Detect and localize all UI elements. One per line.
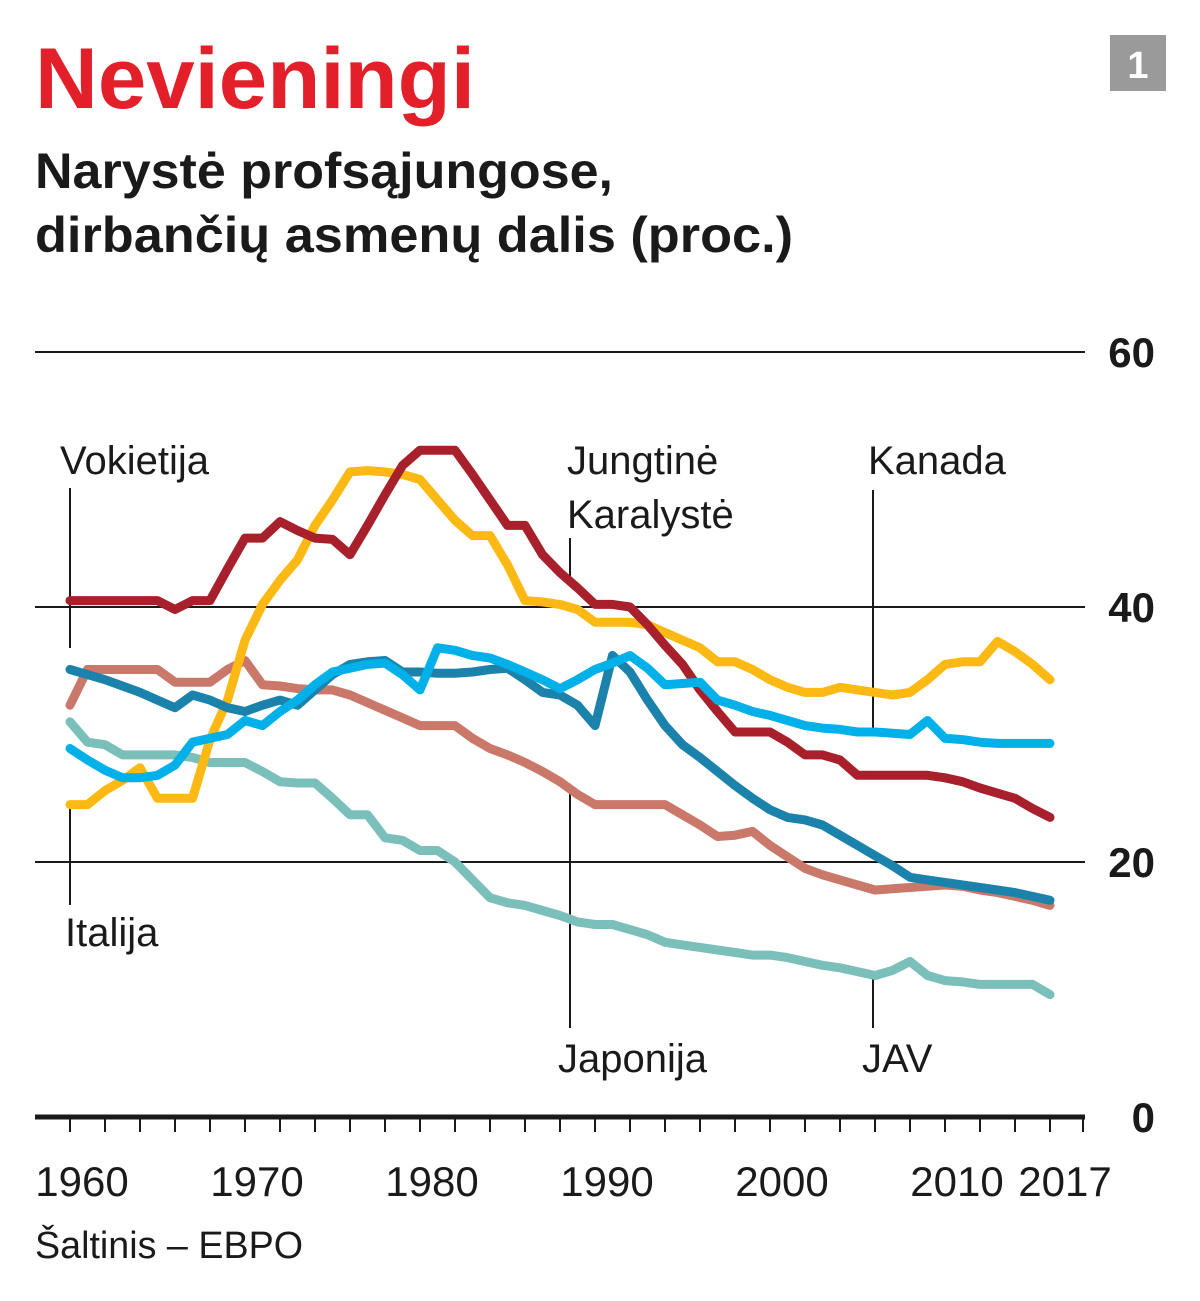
series-line-jav	[65, 717, 1055, 1000]
grid: 60 40 20 0	[35, 329, 1155, 1141]
chart-number-badge	[1110, 35, 1166, 91]
x-tick-label-2000: 2000	[735, 1158, 828, 1205]
series-line-italija	[65, 466, 1055, 810]
series-label-italija: Italija	[65, 911, 159, 955]
series-line-jungtinė-karalystė	[65, 445, 1055, 822]
series-lines	[65, 445, 1055, 1000]
chart-subtitle-line1: Narystė profsąjungose,	[35, 143, 613, 199]
y-tick-label-40: 40	[1108, 584, 1155, 631]
x-tick-label-1990: 1990	[560, 1158, 653, 1205]
x-axis: 1960 1970 1980 1990 2000 2010 2017	[35, 1114, 1112, 1205]
chart-title: Nevieningi	[35, 31, 475, 127]
x-tick-label-1960: 1960	[35, 1158, 128, 1205]
x-tick-label-2010: 2010	[910, 1158, 1003, 1205]
x-tick-label-1970: 1970	[210, 1158, 303, 1205]
chart-subtitle-line2: dirbančių asmenų dalis (proc.)	[35, 207, 793, 263]
series-labels: Vokietija Italija Jungtinė Karalystė Kanada J…	[60, 439, 1007, 1081]
series-label-jungtinė-karalystė: Karalystė	[567, 493, 734, 537]
series-label-japonija: Japonija	[558, 1037, 708, 1081]
y-tick-label-60: 60	[1108, 329, 1155, 376]
series-label-kanada: Kanada	[868, 439, 1007, 483]
series-label-vokietija: Vokietija	[60, 439, 210, 483]
series-label-jungtinė-karalystė: Jungtinė	[567, 439, 718, 483]
x-tick-label-1980: 1980	[385, 1158, 478, 1205]
series-label-jav: JAV	[862, 1037, 933, 1081]
series-line-kanada	[65, 643, 1055, 783]
series-line-vokietija	[65, 651, 1055, 905]
y-tick-label-0: 0	[1132, 1094, 1155, 1141]
badge-number: 1	[1127, 45, 1148, 87]
source-note: Šaltinis – EBPO	[35, 1223, 303, 1267]
y-tick-label-20: 20	[1108, 839, 1155, 886]
x-tick-label-2017: 2017	[1018, 1158, 1111, 1205]
